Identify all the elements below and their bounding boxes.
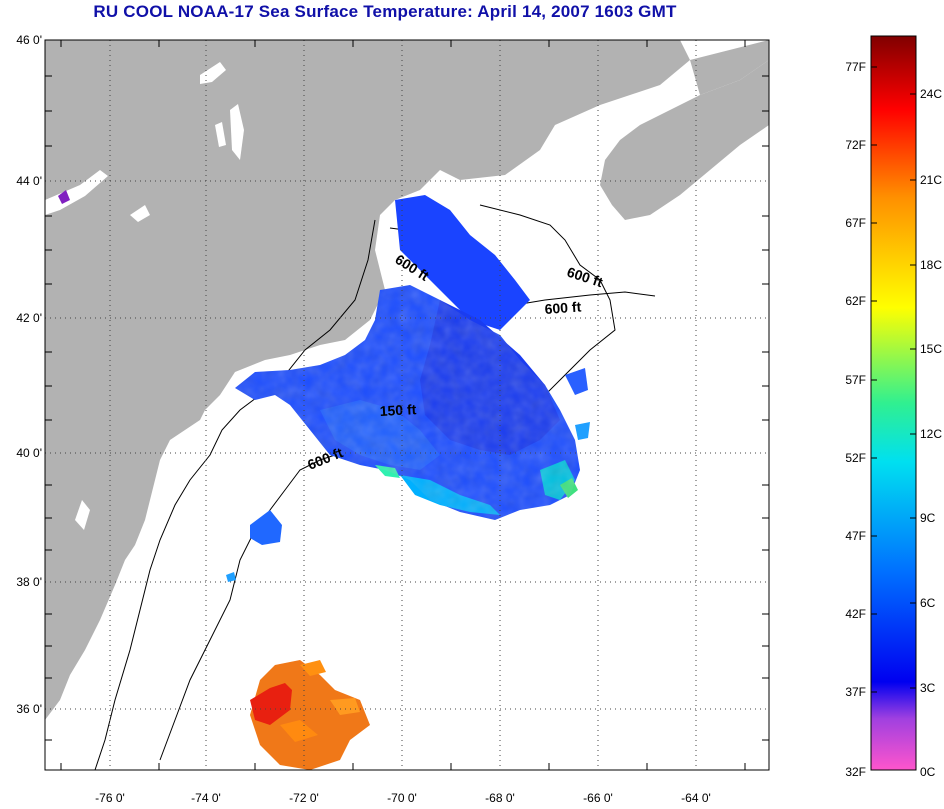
colorbar-c-24: 24C <box>920 87 942 101</box>
lat-label-40: 40 0' <box>16 446 42 460</box>
lon-label-72: -72 0' <box>289 791 319 805</box>
colorbar-f-57: 57F <box>845 373 866 387</box>
lon-label-64: -64 0' <box>681 791 711 805</box>
colorbar-f-67: 67F <box>845 216 866 230</box>
grid <box>45 40 769 770</box>
colorbar-f-52: 52F <box>845 451 866 465</box>
axis-ticks <box>45 40 769 770</box>
inland-lakes <box>45 62 244 615</box>
colorbar-gradient <box>870 35 917 771</box>
colorbar-ticks <box>871 66 916 693</box>
lon-label-74: -74 0' <box>191 791 221 805</box>
lat-label-36: 36 0' <box>16 702 42 716</box>
lon-label-66: -66 0' <box>583 791 613 805</box>
colorbar-f-72: 72F <box>845 138 866 152</box>
colorbar-f-32: 32F <box>845 765 866 779</box>
colorbar-c-3: 3C <box>920 681 936 695</box>
map-frame <box>44 39 770 771</box>
isobath-label-4: 150 ft <box>379 401 417 419</box>
lon-label-76: -76 0' <box>95 791 125 805</box>
lat-label-46: 46 0' <box>16 33 42 47</box>
map-plot-area: 600 ft 600 ft 600 ft 150 ft 600 ft <box>45 40 769 770</box>
isobath-label-3: 600 ft <box>544 298 582 317</box>
colorbar-c-12: 12C <box>920 427 942 441</box>
lat-label-38: 38 0' <box>16 575 42 589</box>
sst-data <box>226 195 590 770</box>
lon-label-70: -70 0' <box>387 791 417 805</box>
colorbar-c-15: 15C <box>920 342 942 356</box>
colorbar-c-21: 21C <box>920 173 942 187</box>
lon-label-68: -68 0' <box>485 791 515 805</box>
colorbar: 77F 72F 67F 62F 57F 52F 47F 42F 37F 32F … <box>845 35 942 779</box>
colorbar-f-47: 47F <box>845 529 866 543</box>
map-title: RU COOL NOAA-17 Sea Surface Temperature:… <box>93 2 677 21</box>
sst-fleck <box>58 190 70 204</box>
lat-label-42: 42 0' <box>16 311 42 325</box>
colorbar-c-6: 6C <box>920 596 936 610</box>
colorbar-c-0: 0C <box>920 765 936 779</box>
lat-label-44: 44 0' <box>16 174 42 188</box>
colorbar-f-77: 77F <box>845 60 866 74</box>
colorbar-c-9: 9C <box>920 511 936 525</box>
colorbar-f-42: 42F <box>845 607 866 621</box>
colorbar-f-62: 62F <box>845 294 866 308</box>
colorbar-c-18: 18C <box>920 258 942 272</box>
colorbar-f-37: 37F <box>845 685 866 699</box>
